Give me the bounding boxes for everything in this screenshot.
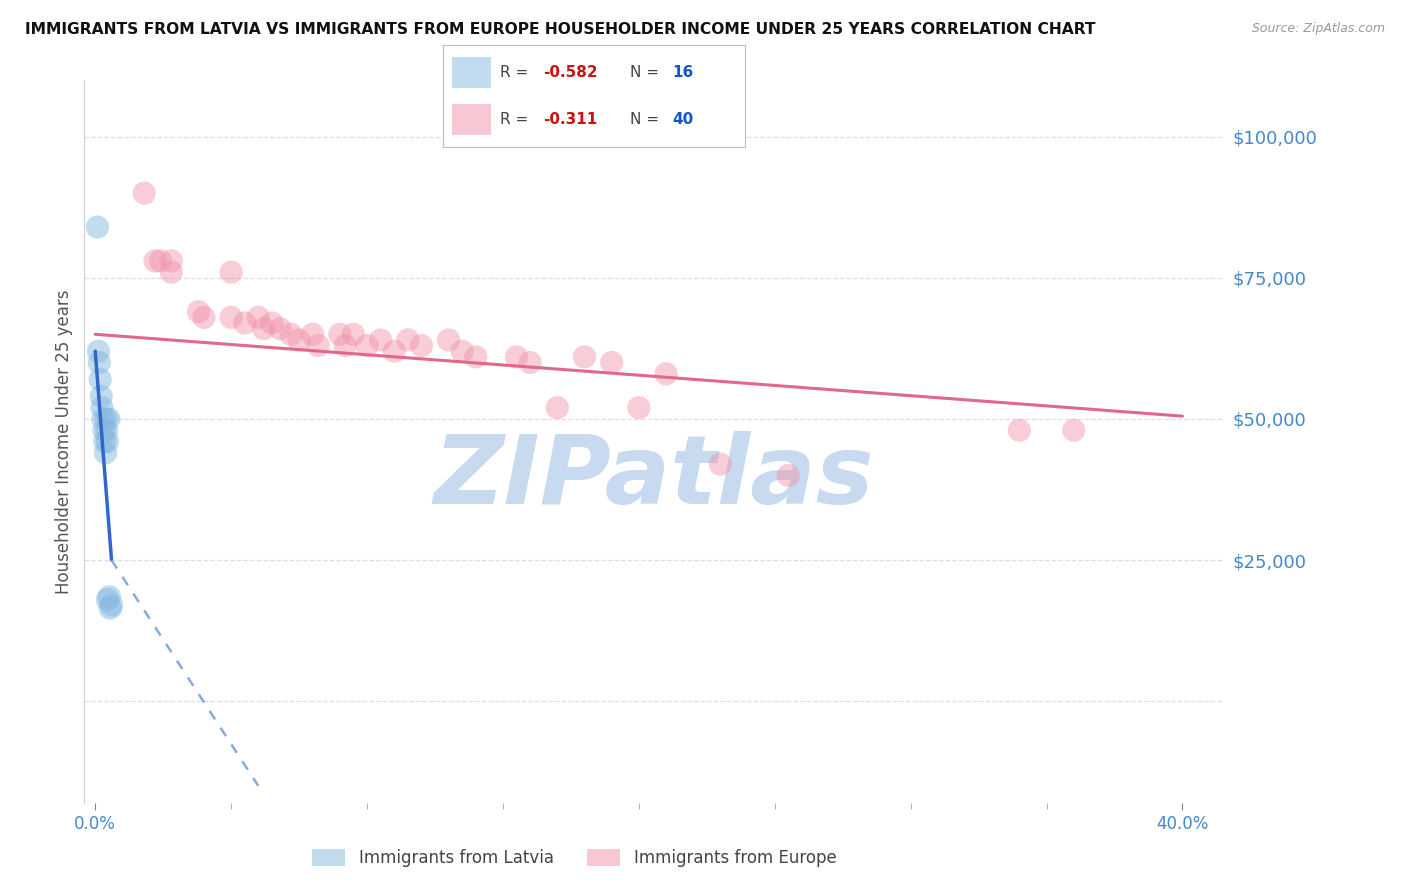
Y-axis label: Householder Income Under 25 years: Householder Income Under 25 years [55,289,73,594]
Point [288,333,311,347]
Point [187,304,209,318]
Point [280,327,302,342]
Point [149,253,172,268]
Point [574,350,596,364]
Point [260,316,283,330]
Text: -0.582: -0.582 [543,65,598,79]
Point [1008,423,1031,437]
Point [370,333,392,347]
Text: 16: 16 [672,65,695,79]
Point [253,321,276,335]
Text: Source: ZipAtlas.com: Source: ZipAtlas.com [1251,22,1385,36]
Point [356,338,378,352]
Point [301,327,323,342]
Point [160,253,183,268]
Point [778,468,800,483]
Point [519,355,541,369]
Point [269,321,291,335]
Text: R =: R = [501,65,533,79]
Point [600,355,623,369]
Point [219,310,242,325]
Point [143,253,166,268]
Point [91,401,114,415]
Point [451,344,474,359]
Point [247,310,270,325]
Bar [451,57,491,87]
Point [97,412,120,426]
Point [91,412,114,426]
Point [505,350,527,364]
Point [98,590,121,604]
Bar [451,104,491,135]
Point [396,333,419,347]
Point [96,423,118,437]
Text: N =: N = [630,65,664,79]
Point [93,434,115,449]
Legend: Immigrants from Latvia, Immigrants from Europe: Immigrants from Latvia, Immigrants from … [305,842,844,874]
Text: ZIPatlas: ZIPatlas [433,431,875,524]
Point [86,220,108,235]
Text: N =: N = [630,112,664,127]
Point [342,327,364,342]
Point [464,350,486,364]
Point [160,265,183,279]
Point [219,265,242,279]
Point [382,344,405,359]
Point [335,338,357,352]
Point [94,412,117,426]
Point [437,333,460,347]
Point [546,401,568,415]
Text: 40: 40 [672,112,695,127]
Point [89,372,111,386]
Point [93,423,115,437]
Point [98,601,121,615]
Point [655,367,678,381]
Point [89,355,111,369]
Text: R =: R = [501,112,533,127]
Point [233,316,256,330]
Point [94,446,117,460]
Point [87,344,110,359]
Point [307,338,329,352]
Point [627,401,650,415]
Text: IMMIGRANTS FROM LATVIA VS IMMIGRANTS FROM EUROPE HOUSEHOLDER INCOME UNDER 25 YEA: IMMIGRANTS FROM LATVIA VS IMMIGRANTS FRO… [25,22,1095,37]
Point [100,599,122,613]
Point [96,592,118,607]
Point [329,327,352,342]
Point [134,186,156,201]
Point [90,389,112,403]
Point [96,434,118,449]
Point [1063,423,1085,437]
Text: -0.311: -0.311 [543,112,598,127]
Point [709,457,731,471]
Point [193,310,215,325]
Point [411,338,433,352]
